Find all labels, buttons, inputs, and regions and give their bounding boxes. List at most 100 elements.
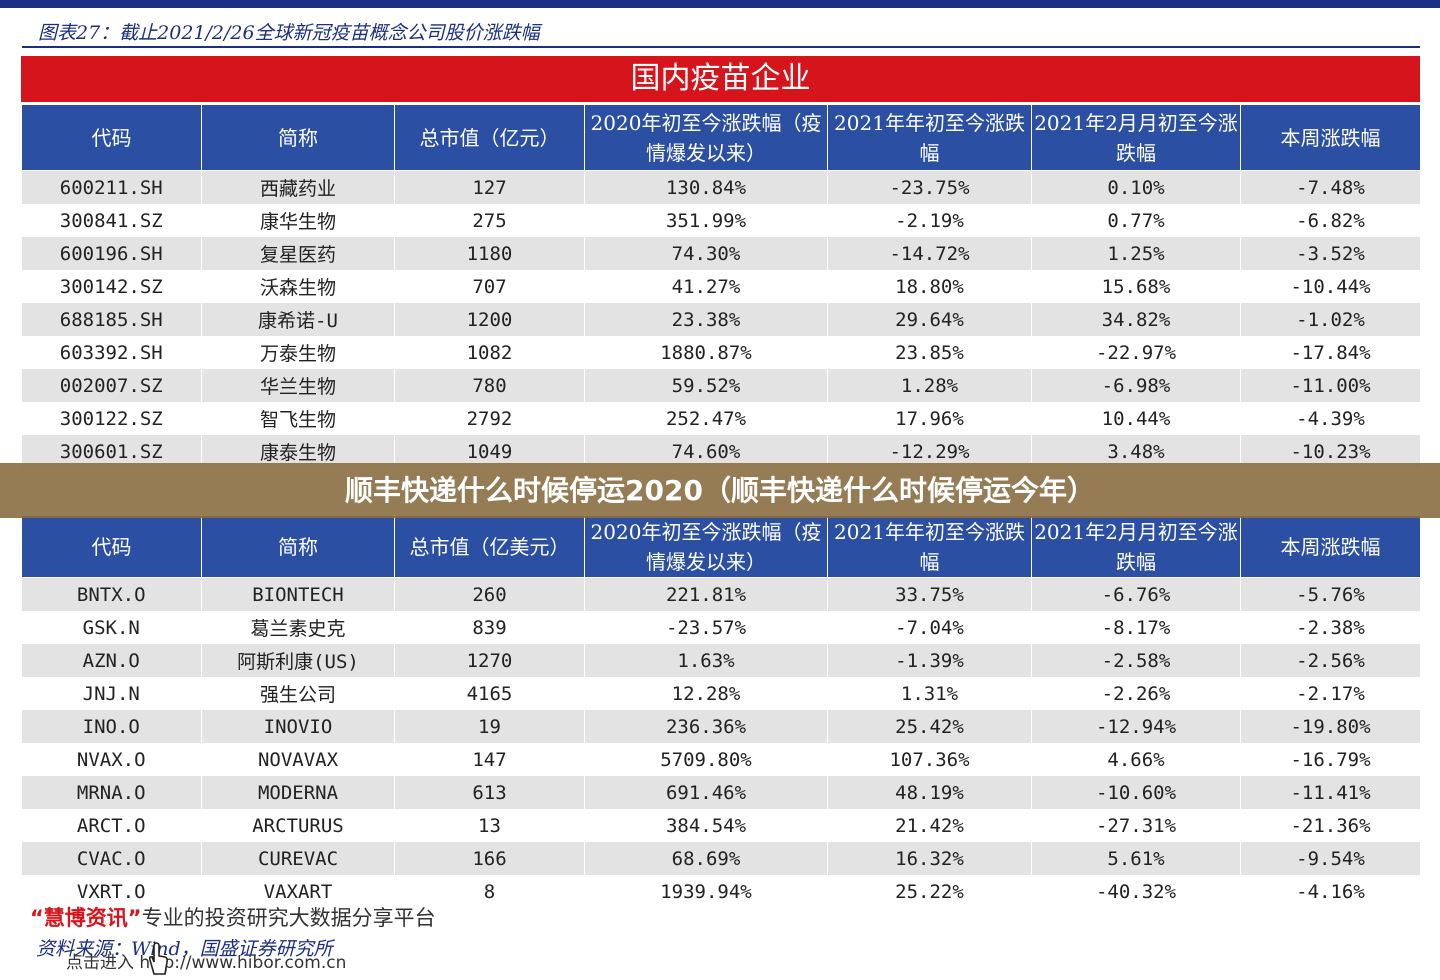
- cell-change-week: -16.79%: [1240, 743, 1421, 776]
- table-row: GSK.N 葛兰素史克 839 -23.57% -7.04% -8.17% -2.38%: [21, 611, 1421, 644]
- cell-change-feb: 10.44%: [1031, 402, 1241, 435]
- cell-change-2021-ytd: 21.42%: [827, 809, 1032, 842]
- watermark-brand: “慧博资讯”: [30, 906, 142, 930]
- cell-code: VXRT.O: [21, 875, 202, 908]
- cell-change-2020: 59.52%: [584, 369, 828, 402]
- cell-code: CVAC.O: [21, 842, 202, 875]
- cell-name: 康希诺-U: [201, 303, 395, 336]
- cell-change-week: -2.56%: [1240, 644, 1421, 677]
- cell-change-feb: 4.66%: [1031, 743, 1241, 776]
- cell-change-week: -5.76%: [1240, 577, 1421, 611]
- cell-market-cap: 707: [394, 270, 585, 303]
- header-change-2020: 2020年初至今涨跌幅（疫情爆发以来）: [584, 515, 828, 578]
- table-row: MRNA.O MODERNA 613 691.46% 48.19% -10.60% -11.…: [21, 776, 1421, 809]
- cell-name: VAXART: [201, 875, 395, 908]
- header-code: 代码: [21, 515, 202, 578]
- cell-name: INOVIO: [201, 710, 395, 743]
- table-row: 688185.SH 康希诺-U 1200 23.38% 29.64% 34.82% -1.0…: [21, 303, 1421, 336]
- pointer-hand-icon: [148, 942, 169, 975]
- cell-change-2021-ytd: 33.75%: [827, 577, 1032, 611]
- cell-code: 300142.SZ: [21, 270, 202, 303]
- header-market-cap: 总市值（亿美元）: [394, 515, 585, 578]
- cell-market-cap: 2792: [394, 402, 585, 435]
- cell-code: 688185.SH: [21, 303, 202, 336]
- table-row: AZN.O 阿斯利康(US) 1270 1.63% -1.39% -2.58% -2.56%: [21, 644, 1421, 677]
- cell-name: NOVAVAX: [201, 743, 395, 776]
- cell-change-2020: 252.47%: [584, 402, 828, 435]
- cell-change-2021-ytd: 48.19%: [827, 776, 1032, 809]
- cell-change-2021-ytd: 29.64%: [827, 303, 1032, 336]
- cell-code: ARCT.O: [21, 809, 202, 842]
- table-row: NVAX.O NOVAVAX 147 5709.80% 107.36% 4.66% -16.…: [21, 743, 1421, 776]
- cell-market-cap: 13: [394, 809, 585, 842]
- cell-change-feb: -10.60%: [1031, 776, 1241, 809]
- cell-market-cap: 839: [394, 611, 585, 644]
- table-row: VXRT.O VAXART 8 1939.94% 25.22% -40.32% -4.16%: [21, 875, 1421, 908]
- cell-name: ARCTURUS: [201, 809, 395, 842]
- cell-name: 康泰生物: [201, 435, 395, 468]
- cell-change-2021-ytd: 18.80%: [827, 270, 1032, 303]
- cell-change-week: -1.02%: [1240, 303, 1421, 336]
- cell-market-cap: 1049: [394, 435, 585, 468]
- cell-change-2021-ytd: -7.04%: [827, 611, 1032, 644]
- header-change-feb: 2021年2月月初至今涨跌幅: [1031, 104, 1241, 171]
- cell-change-week: -4.39%: [1240, 402, 1421, 435]
- domestic-table: 代码 简称 总市值（亿元） 2020年初至今涨跌幅（疫情爆发以来） 2021年年…: [21, 104, 1421, 468]
- cell-market-cap: 1200: [394, 303, 585, 336]
- cell-market-cap: 1270: [394, 644, 585, 677]
- cell-change-2020: 1.63%: [584, 644, 828, 677]
- watermark-link[interactable]: 点击进入 http://www.hibor.com.cn: [66, 953, 347, 973]
- cell-change-2020: 691.46%: [584, 776, 828, 809]
- cell-change-2020: -23.57%: [584, 611, 828, 644]
- domestic-table-block: 国内疫苗企业 代码 简称 总市值（亿元） 2020年初至今涨跌幅（疫情爆发以来）…: [21, 56, 1421, 468]
- cell-change-feb: 34.82%: [1031, 303, 1241, 336]
- cell-change-2021-ytd: -1.39%: [827, 644, 1032, 677]
- cell-change-week: -6.82%: [1240, 204, 1421, 237]
- cell-change-feb: 3.48%: [1031, 435, 1241, 468]
- cell-change-week: -10.44%: [1240, 270, 1421, 303]
- cell-code: 002007.SZ: [21, 369, 202, 402]
- header-name: 简称: [201, 515, 395, 578]
- table-row: 600211.SH 西藏药业 127 130.84% -23.75% 0.10% -7.48…: [21, 170, 1421, 204]
- cell-change-2021-ytd: 107.36%: [827, 743, 1032, 776]
- cell-code: MRNA.O: [21, 776, 202, 809]
- cell-code: AZN.O: [21, 644, 202, 677]
- cell-code: NVAX.O: [21, 743, 202, 776]
- table-row: INO.O INOVIO 19 236.36% 25.42% -12.94% -19.80%: [21, 710, 1421, 743]
- cell-market-cap: 1180: [394, 237, 585, 270]
- cell-change-2021-ytd: 25.42%: [827, 710, 1032, 743]
- cell-change-2021-ytd: -12.29%: [827, 435, 1032, 468]
- foreign-table-body: BNTX.O BIONTECH 260 221.81% 33.75% -6.76% -5.7…: [21, 577, 1421, 908]
- cell-change-week: -9.54%: [1240, 842, 1421, 875]
- cell-market-cap: 147: [394, 743, 585, 776]
- cell-change-feb: 0.10%: [1031, 170, 1241, 204]
- header-change-week: 本周涨跌幅: [1240, 515, 1421, 578]
- cell-change-2021-ytd: 1.31%: [827, 677, 1032, 710]
- cell-change-2021-ytd: -2.19%: [827, 204, 1032, 237]
- cell-code: 300841.SZ: [21, 204, 202, 237]
- cell-change-feb: -12.94%: [1031, 710, 1241, 743]
- cell-change-2021-ytd: 16.32%: [827, 842, 1032, 875]
- table-row: BNTX.O BIONTECH 260 221.81% 33.75% -6.76% -5.7…: [21, 577, 1421, 611]
- cell-market-cap: 1082: [394, 336, 585, 369]
- title-rule: [22, 46, 1420, 48]
- cell-change-feb: -40.32%: [1031, 875, 1241, 908]
- cell-change-2021-ytd: 17.96%: [827, 402, 1032, 435]
- cell-change-feb: 1.25%: [1031, 237, 1241, 270]
- cell-change-2020: 1880.87%: [584, 336, 828, 369]
- cell-name: 沃森生物: [201, 270, 395, 303]
- cell-change-feb: 15.68%: [1031, 270, 1241, 303]
- cell-market-cap: 8: [394, 875, 585, 908]
- cell-change-2021-ytd: -14.72%: [827, 237, 1032, 270]
- cell-name: 康华生物: [201, 204, 395, 237]
- cell-change-week: -11.00%: [1240, 369, 1421, 402]
- cell-name: CUREVAC: [201, 842, 395, 875]
- cell-change-week: -19.80%: [1240, 710, 1421, 743]
- cell-name: 强生公司: [201, 677, 395, 710]
- domestic-table-body: 600211.SH 西藏药业 127 130.84% -23.75% 0.10% -7.48…: [21, 170, 1421, 468]
- cell-code: INO.O: [21, 710, 202, 743]
- figure-title: 图表27：截止2021/2/26全球新冠疫苗概念公司股价涨跌幅: [38, 22, 540, 44]
- source-note: 资料来源：Wind，国盛证券研究所: [36, 938, 333, 960]
- cell-change-2021-ytd: 23.85%: [827, 336, 1032, 369]
- cell-change-feb: 5.61%: [1031, 842, 1241, 875]
